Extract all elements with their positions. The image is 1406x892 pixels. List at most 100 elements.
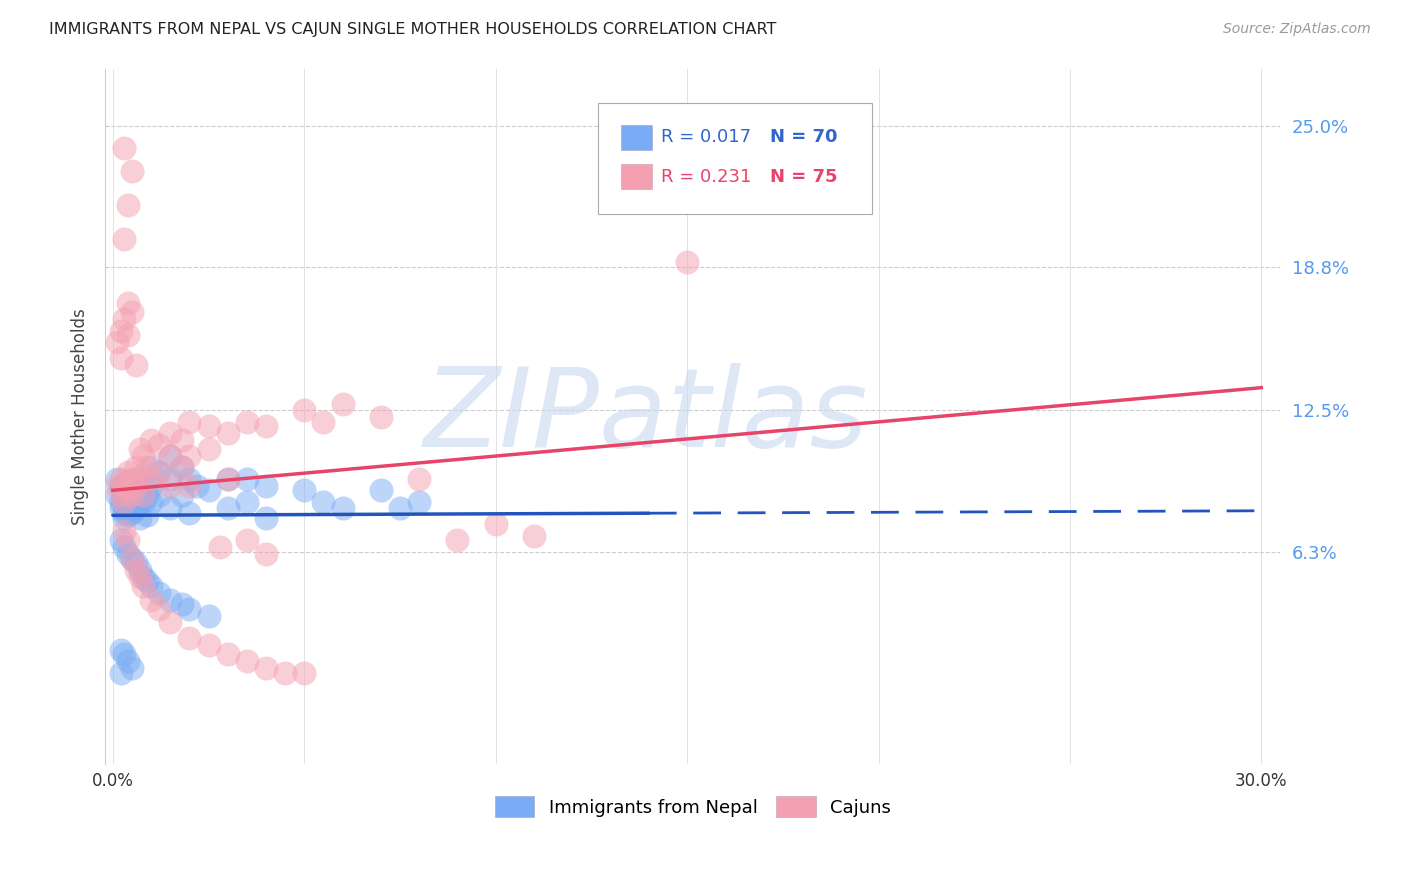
Legend: Immigrants from Nepal, Cajuns: Immigrants from Nepal, Cajuns xyxy=(488,789,898,824)
Point xyxy=(312,415,335,429)
Point xyxy=(110,324,132,338)
Point xyxy=(121,488,143,502)
Point xyxy=(179,506,201,520)
Point xyxy=(121,551,143,566)
Point xyxy=(117,654,139,668)
Point xyxy=(332,397,354,411)
Point xyxy=(148,602,170,616)
Point xyxy=(117,474,139,488)
Point xyxy=(523,529,546,543)
Point xyxy=(254,479,277,493)
Point xyxy=(128,570,150,584)
Point xyxy=(128,483,150,498)
Text: N = 70: N = 70 xyxy=(770,128,838,146)
Point xyxy=(217,501,239,516)
Point xyxy=(236,533,259,548)
Point xyxy=(159,615,181,630)
Point xyxy=(141,494,163,508)
Point xyxy=(125,479,148,493)
Point xyxy=(254,510,277,524)
Point xyxy=(170,433,193,447)
Point xyxy=(332,501,354,516)
Point xyxy=(236,494,259,508)
Point xyxy=(179,632,201,646)
Point xyxy=(128,510,150,524)
Point xyxy=(110,488,132,502)
Point xyxy=(370,410,392,425)
Point xyxy=(125,563,148,577)
Point xyxy=(217,648,239,662)
Point xyxy=(141,472,163,486)
Point xyxy=(408,472,430,486)
Point xyxy=(179,602,201,616)
Point xyxy=(274,665,297,680)
Point xyxy=(110,665,132,680)
Point xyxy=(141,460,163,475)
Point xyxy=(236,415,259,429)
Point xyxy=(197,442,219,457)
Point xyxy=(186,479,208,493)
Point xyxy=(217,426,239,441)
Point xyxy=(125,358,148,372)
Point xyxy=(136,460,159,475)
Point xyxy=(254,419,277,434)
Point xyxy=(148,465,170,479)
Point xyxy=(117,547,139,561)
Point xyxy=(197,419,219,434)
Y-axis label: Single Mother Households: Single Mother Households xyxy=(72,308,89,524)
Point xyxy=(446,533,468,548)
Point xyxy=(110,479,132,493)
Point xyxy=(121,164,143,178)
Text: R = 0.017: R = 0.017 xyxy=(661,128,751,146)
Point xyxy=(117,488,139,502)
Point xyxy=(141,579,163,593)
Point xyxy=(110,472,132,486)
Point xyxy=(388,501,411,516)
Point xyxy=(121,551,143,566)
Point xyxy=(112,479,135,493)
Point xyxy=(112,524,135,539)
Point xyxy=(128,442,150,457)
Point xyxy=(105,335,128,350)
Point xyxy=(217,472,239,486)
Point xyxy=(105,488,128,502)
Text: IMMIGRANTS FROM NEPAL VS CAJUN SINGLE MOTHER HOUSEHOLDS CORRELATION CHART: IMMIGRANTS FROM NEPAL VS CAJUN SINGLE MO… xyxy=(49,22,776,37)
Point xyxy=(485,517,508,532)
Point xyxy=(236,472,259,486)
Text: Source: ZipAtlas.com: Source: ZipAtlas.com xyxy=(1223,22,1371,37)
Point xyxy=(112,648,135,662)
Point xyxy=(117,508,139,523)
Point xyxy=(148,488,170,502)
Point xyxy=(110,494,132,508)
Point xyxy=(110,501,132,516)
Point xyxy=(197,483,219,498)
Point xyxy=(676,255,699,269)
Point xyxy=(136,574,159,589)
Point xyxy=(117,533,139,548)
Point xyxy=(408,494,430,508)
Point xyxy=(121,506,143,520)
Point xyxy=(254,661,277,675)
Point xyxy=(197,608,219,623)
Point xyxy=(292,483,315,498)
Point xyxy=(159,449,181,463)
Point xyxy=(112,494,135,508)
Point xyxy=(179,479,201,493)
Point xyxy=(121,479,143,493)
Point xyxy=(125,556,148,570)
Point xyxy=(110,643,132,657)
Point xyxy=(112,492,135,507)
Point xyxy=(159,501,181,516)
Text: ZIPatlas: ZIPatlas xyxy=(423,363,868,470)
Point xyxy=(132,570,155,584)
Text: N = 75: N = 75 xyxy=(770,168,838,186)
Point xyxy=(141,592,163,607)
Point xyxy=(292,665,315,680)
Point xyxy=(112,232,135,246)
Point xyxy=(132,449,155,463)
Point xyxy=(159,472,181,486)
Point xyxy=(179,415,201,429)
Point xyxy=(128,472,150,486)
Text: R = 0.231: R = 0.231 xyxy=(661,168,751,186)
Point xyxy=(179,472,201,486)
